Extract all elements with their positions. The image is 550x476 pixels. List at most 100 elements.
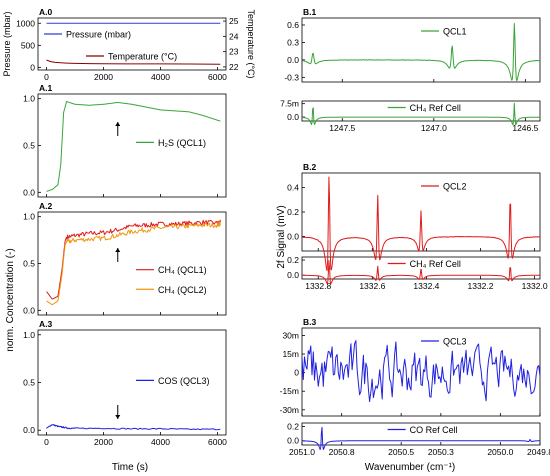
x-tick-label: 1332.4 [413, 281, 439, 291]
x-tick-label: 6000 [208, 72, 227, 82]
right-xlabel: Wavenumber (cm⁻¹) [365, 462, 455, 473]
x-tick-label: 2000 [94, 72, 113, 82]
panel-label: B.1 [303, 7, 317, 17]
y-tick-label: 0.0 [287, 231, 299, 241]
y-tick-label: 0.5 [23, 141, 35, 151]
y-tick-label: -15m [280, 386, 299, 396]
x-tick-label: 2050.8 [329, 447, 355, 457]
x-tick-label: 2050.0 [487, 447, 513, 457]
legend-main-label: QCL1 [443, 27, 467, 37]
series-line [46, 221, 221, 306]
series-line [46, 101, 221, 192]
arrow-head [115, 248, 121, 252]
panel-label: A.1 [39, 83, 53, 93]
legend-ref-bg [382, 258, 475, 269]
main-plot-frame [301, 327, 541, 417]
legend-0-label: CH₄ (QCL1) [158, 265, 207, 275]
panel-label: B.2 [303, 162, 317, 172]
y-tick-label: 0 [294, 368, 299, 378]
y-tick-label: 0.0 [287, 55, 299, 65]
y-tick-label: 0.3 [287, 37, 299, 47]
y-tick-label: 22 [229, 62, 239, 72]
x-tick-label: 1247.5 [329, 123, 355, 133]
x-tick-label: 4000 [151, 72, 170, 82]
legend-1-label: CH₄ (QCL2) [158, 285, 207, 295]
y-tick-label: 0.4 [287, 183, 299, 193]
chart-a3: A.3 0.0 0.5 1.0 0 2000 4000 6000 COS (QCL3) [23, 319, 227, 447]
y-tick-label: 0.2 [287, 422, 299, 432]
x-tick-label: 4000 [151, 437, 170, 447]
y-tick-label: 24 [229, 31, 239, 41]
charts: A.0 0 500 1000 22 23 24 25 0 2000 4000 6000 Pressure… [2, 7, 550, 457]
y-tick-label: 0.5 [23, 378, 35, 388]
y-tick-label: 0.0 [287, 436, 299, 446]
y-tick-label: 1.0 [23, 330, 35, 340]
x-tick-label: 2051.0 [289, 447, 315, 457]
legend-ref-bg [382, 102, 475, 113]
main-series-line [301, 23, 541, 82]
arrow-head [115, 122, 121, 126]
y-axis-label-left: Pressure (mbar) [2, 11, 12, 76]
left-xlabel: Time (s) [112, 462, 148, 473]
x-tick-label: 1332.6 [359, 281, 385, 291]
x-tick-label: 1246.5 [512, 123, 538, 133]
legend-0-label: H₂S (QCL1) [158, 138, 206, 148]
x-tick-label: 2050.5 [388, 447, 414, 457]
series-line [46, 219, 221, 300]
legend-0-label: COS (QCL3) [158, 376, 210, 386]
y-tick-label: 0.2 [287, 207, 299, 217]
chart-b3: B.3 -30m -15m 0 15m 30m 0.0 0.2 2051.0 2050.8 2050… [280, 317, 550, 457]
series-line [46, 59, 221, 65]
y-tick-label: 0.2 [287, 255, 299, 265]
panel-label: A.0 [39, 7, 53, 17]
left-ylabel: norm. Concentration (-) [5, 248, 16, 351]
x-tick-label: 0 [44, 437, 49, 447]
plot-frame [37, 17, 227, 71]
y-tick-label: 23 [229, 47, 239, 57]
panel-label: A.2 [39, 201, 53, 211]
x-tick-label: 1332.0 [522, 281, 548, 291]
panel-label: A.3 [39, 319, 53, 329]
chart-a0: A.0 0 500 1000 22 23 24 25 0 2000 4000 6000 Pressure… [2, 7, 256, 82]
main-series-line [301, 340, 541, 403]
legend-ref-label: CH₄ Ref Cell [410, 103, 461, 113]
x-tick-label: 6000 [208, 437, 227, 447]
chart-b2: B.2 0.0 0.2 0.4 0.0 0.2 1332.8 1332.6 1332.4 1332… [287, 162, 548, 291]
plot-frame [37, 211, 227, 316]
y-tick-label: 1000 [16, 18, 35, 28]
series-line [46, 424, 221, 431]
y-tick-label: 7.5m [280, 99, 299, 109]
x-tick-label: 1332.8 [305, 281, 331, 291]
y-tick-label: 0.5 [23, 259, 35, 269]
y-tick-label: 1.0 [23, 94, 35, 104]
x-tick-label: 1332.2 [468, 281, 494, 291]
x-tick-label: 2000 [94, 437, 113, 447]
y-tick-label: 25 [229, 16, 239, 26]
ref-plot-frame [301, 256, 541, 280]
ref-series-line [302, 102, 541, 126]
y-tick-label: 30m [282, 330, 299, 340]
y-tick-label: 0 [30, 62, 35, 72]
legend-ref-bg [382, 424, 475, 435]
ref-plot-frame [301, 422, 541, 446]
y-tick-label: 0.0 [287, 112, 299, 122]
y-tick-label: 0.0 [23, 305, 35, 315]
legend-0-label: Pressure (mbar) [66, 30, 131, 40]
x-tick-label: 2050.3 [428, 447, 454, 457]
arrow-head [115, 415, 121, 419]
y-tick-label: 15m [282, 349, 299, 359]
x-tick-label: 2049.8 [527, 447, 550, 457]
chart-a2: A.2 0.0 0.5 1.0 CH₄ (QCL1) CH₄ (QCL2) [23, 201, 227, 316]
chart-a1: A.1 0.0 0.5 1.0 H₂S (QCL1) [23, 83, 227, 198]
y-tick-label: 0.0 [23, 187, 35, 197]
right-ylabel: 2f Signal (mV) [276, 205, 287, 268]
y-tick-label: -30m [280, 405, 299, 415]
ref-plot-frame [301, 100, 541, 122]
y-tick-label: -0.3 [284, 72, 299, 82]
y-tick-label: 0.0 [23, 425, 35, 435]
main-plot-frame [301, 17, 541, 83]
y-tick-label: 0.0 [287, 270, 299, 280]
x-tick-label: 1247.0 [421, 123, 447, 133]
ref-series-line [302, 426, 540, 450]
